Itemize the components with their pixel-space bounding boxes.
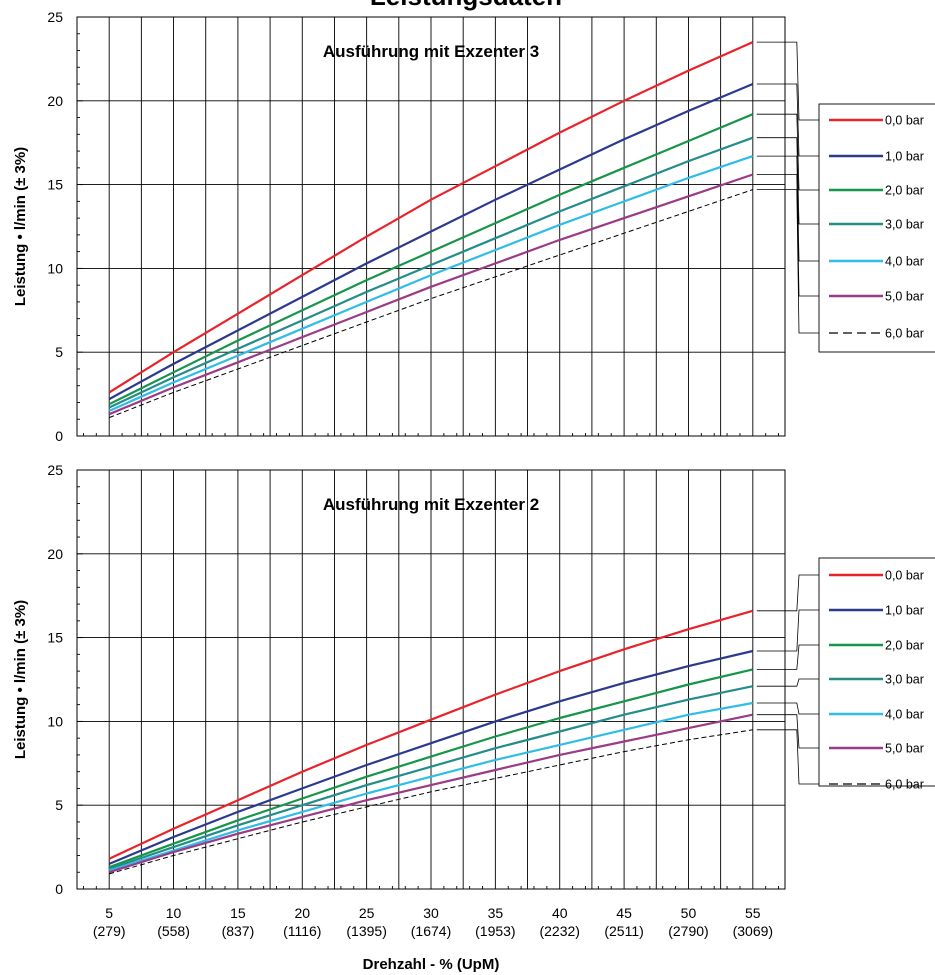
x-tick-sublabel: (2790) (668, 923, 708, 939)
y-tick-label: 0 (55, 881, 63, 897)
legend-label: 0,0 bar (885, 114, 924, 128)
x-tick-sublabel: (1116) (283, 923, 321, 939)
series-line-40bar (108, 155, 754, 412)
series-line-30bar (108, 685, 754, 870)
legend-label: 1,0 bar (885, 150, 924, 164)
series-lines (108, 41, 754, 419)
y-tick-label: 25 (47, 9, 63, 25)
series-line-10bar (108, 82, 754, 401)
legend-label: 5,0 bar (885, 290, 924, 304)
legend-label: 4,0 bar (885, 708, 924, 722)
x-tick-label: 50 (681, 905, 697, 921)
y-tick-label: 25 (47, 462, 63, 478)
series-line-10bar (108, 649, 754, 865)
x-tick-sublabel: (1953) (475, 923, 515, 939)
legend-leader-line (756, 678, 819, 687)
x-tick-label: 15 (230, 905, 246, 921)
x-tick-label: 45 (616, 905, 632, 921)
legend-leader-line (756, 83, 819, 157)
legend-leader-line (756, 189, 819, 334)
series-line-20bar (108, 113, 754, 406)
series-line-50bar (108, 713, 754, 874)
legend-leader-line (756, 41, 819, 121)
x-tick-label: 35 (488, 905, 504, 921)
y-axis-title: Leistung • l/min (± 3%) (12, 147, 29, 306)
shared-x-axis: 5 (279) 10 (558) 15 (837) 20 (1116) 25 (1395) 30 (1… (93, 905, 773, 973)
legend-label: 6,0 bar (885, 778, 924, 792)
x-tick-sublabel: (3069) (733, 923, 773, 939)
legend-leader-line (756, 155, 819, 262)
panel-title: Ausführung mit Exzenter 2 (323, 495, 539, 514)
chart-panel-1: 0 5 10 15 20 25 Leistung • l/min (± 3%) Ausführ… (12, 9, 935, 444)
x-tick-sublabel: (1674) (411, 923, 451, 939)
y-tick-label: 5 (55, 797, 63, 813)
series-line-60bar (109, 189, 753, 419)
y-axis-title: Leistung • l/min (± 3%) (12, 600, 29, 759)
x-tick-sublabel: (1395) (346, 923, 386, 939)
legend-label: 2,0 bar (885, 184, 924, 198)
legend-leader-line (756, 702, 819, 715)
x-tick-label: 5 (105, 905, 113, 921)
x-tick-label: 10 (166, 905, 182, 921)
y-tick-label: 20 (47, 93, 63, 109)
legend-label: 3,0 bar (885, 218, 924, 232)
series-line-00bar (108, 609, 754, 860)
x-tick-label: 25 (359, 905, 375, 921)
x-tick-label: 20 (294, 905, 310, 921)
legend-label: 6,0 bar (885, 327, 924, 341)
legend-box (818, 103, 935, 353)
y-tick-label: 10 (47, 260, 63, 276)
x-tick-label: 55 (745, 905, 761, 921)
legend-label: 2,0 bar (885, 639, 924, 653)
y-tick-label: 15 (47, 630, 63, 646)
legend-label: 1,0 bar (885, 604, 924, 618)
legend: 0,0 bar 1,0 bar 2,0 bar 3,0 bar 4,0 bar 5,0 b… (756, 41, 935, 353)
legend-label: 5,0 bar (885, 742, 924, 756)
series-line-60bar (109, 729, 753, 875)
series-line-50bar (108, 173, 754, 416)
y-tick-label: 0 (55, 428, 63, 444)
legend-leader-line (756, 137, 819, 225)
legend-leader-line (756, 729, 819, 785)
legend-leader-line (756, 644, 819, 670)
x-tick-label: 40 (552, 905, 568, 921)
legend-leader-line (756, 714, 819, 749)
page-title: Leistungsdaten (370, 0, 562, 11)
y-tick-label: 20 (47, 546, 63, 562)
series-line-20bar (108, 668, 754, 869)
x-tick-sublabel: (279) (93, 923, 126, 939)
legend: 0,0 bar 1,0 bar 2,0 bar 3,0 bar 4,0 bar 5,0 b… (756, 557, 935, 792)
series-line-40bar (108, 701, 753, 872)
legend-leader-line (756, 113, 819, 191)
x-tick-label: 30 (423, 905, 439, 921)
legend-label: 4,0 bar (885, 255, 924, 269)
legend-label: 0,0 bar (885, 569, 924, 583)
chart-panels: 0 5 10 15 20 25 Leistung • l/min (± 3%) Ausführ… (12, 9, 935, 897)
panel-title: Ausführung mit Exzenter 3 (323, 42, 539, 61)
series-line-30bar (108, 136, 754, 409)
legend-leader-line (756, 574, 819, 612)
legend-label: 3,0 bar (885, 673, 924, 687)
x-tick-sublabel: (558) (157, 923, 190, 939)
y-tick-label: 15 (47, 177, 63, 193)
x-axis-title: Drehzahl - % (UpM) (363, 956, 500, 973)
x-tick-sublabel: (2232) (539, 923, 579, 939)
series-lines (108, 609, 754, 875)
y-tick-label: 10 (47, 713, 63, 729)
y-tick-label: 5 (55, 344, 63, 360)
x-tick-sublabel: (2511) (604, 923, 643, 939)
chart-panel-2: 0 5 10 15 20 25 Leistung • l/min (± 3%) Ausführ… (12, 462, 935, 897)
x-tick-sublabel: (837) (222, 923, 255, 939)
legend-leader-line (756, 609, 819, 652)
series-line-00bar (108, 41, 754, 394)
